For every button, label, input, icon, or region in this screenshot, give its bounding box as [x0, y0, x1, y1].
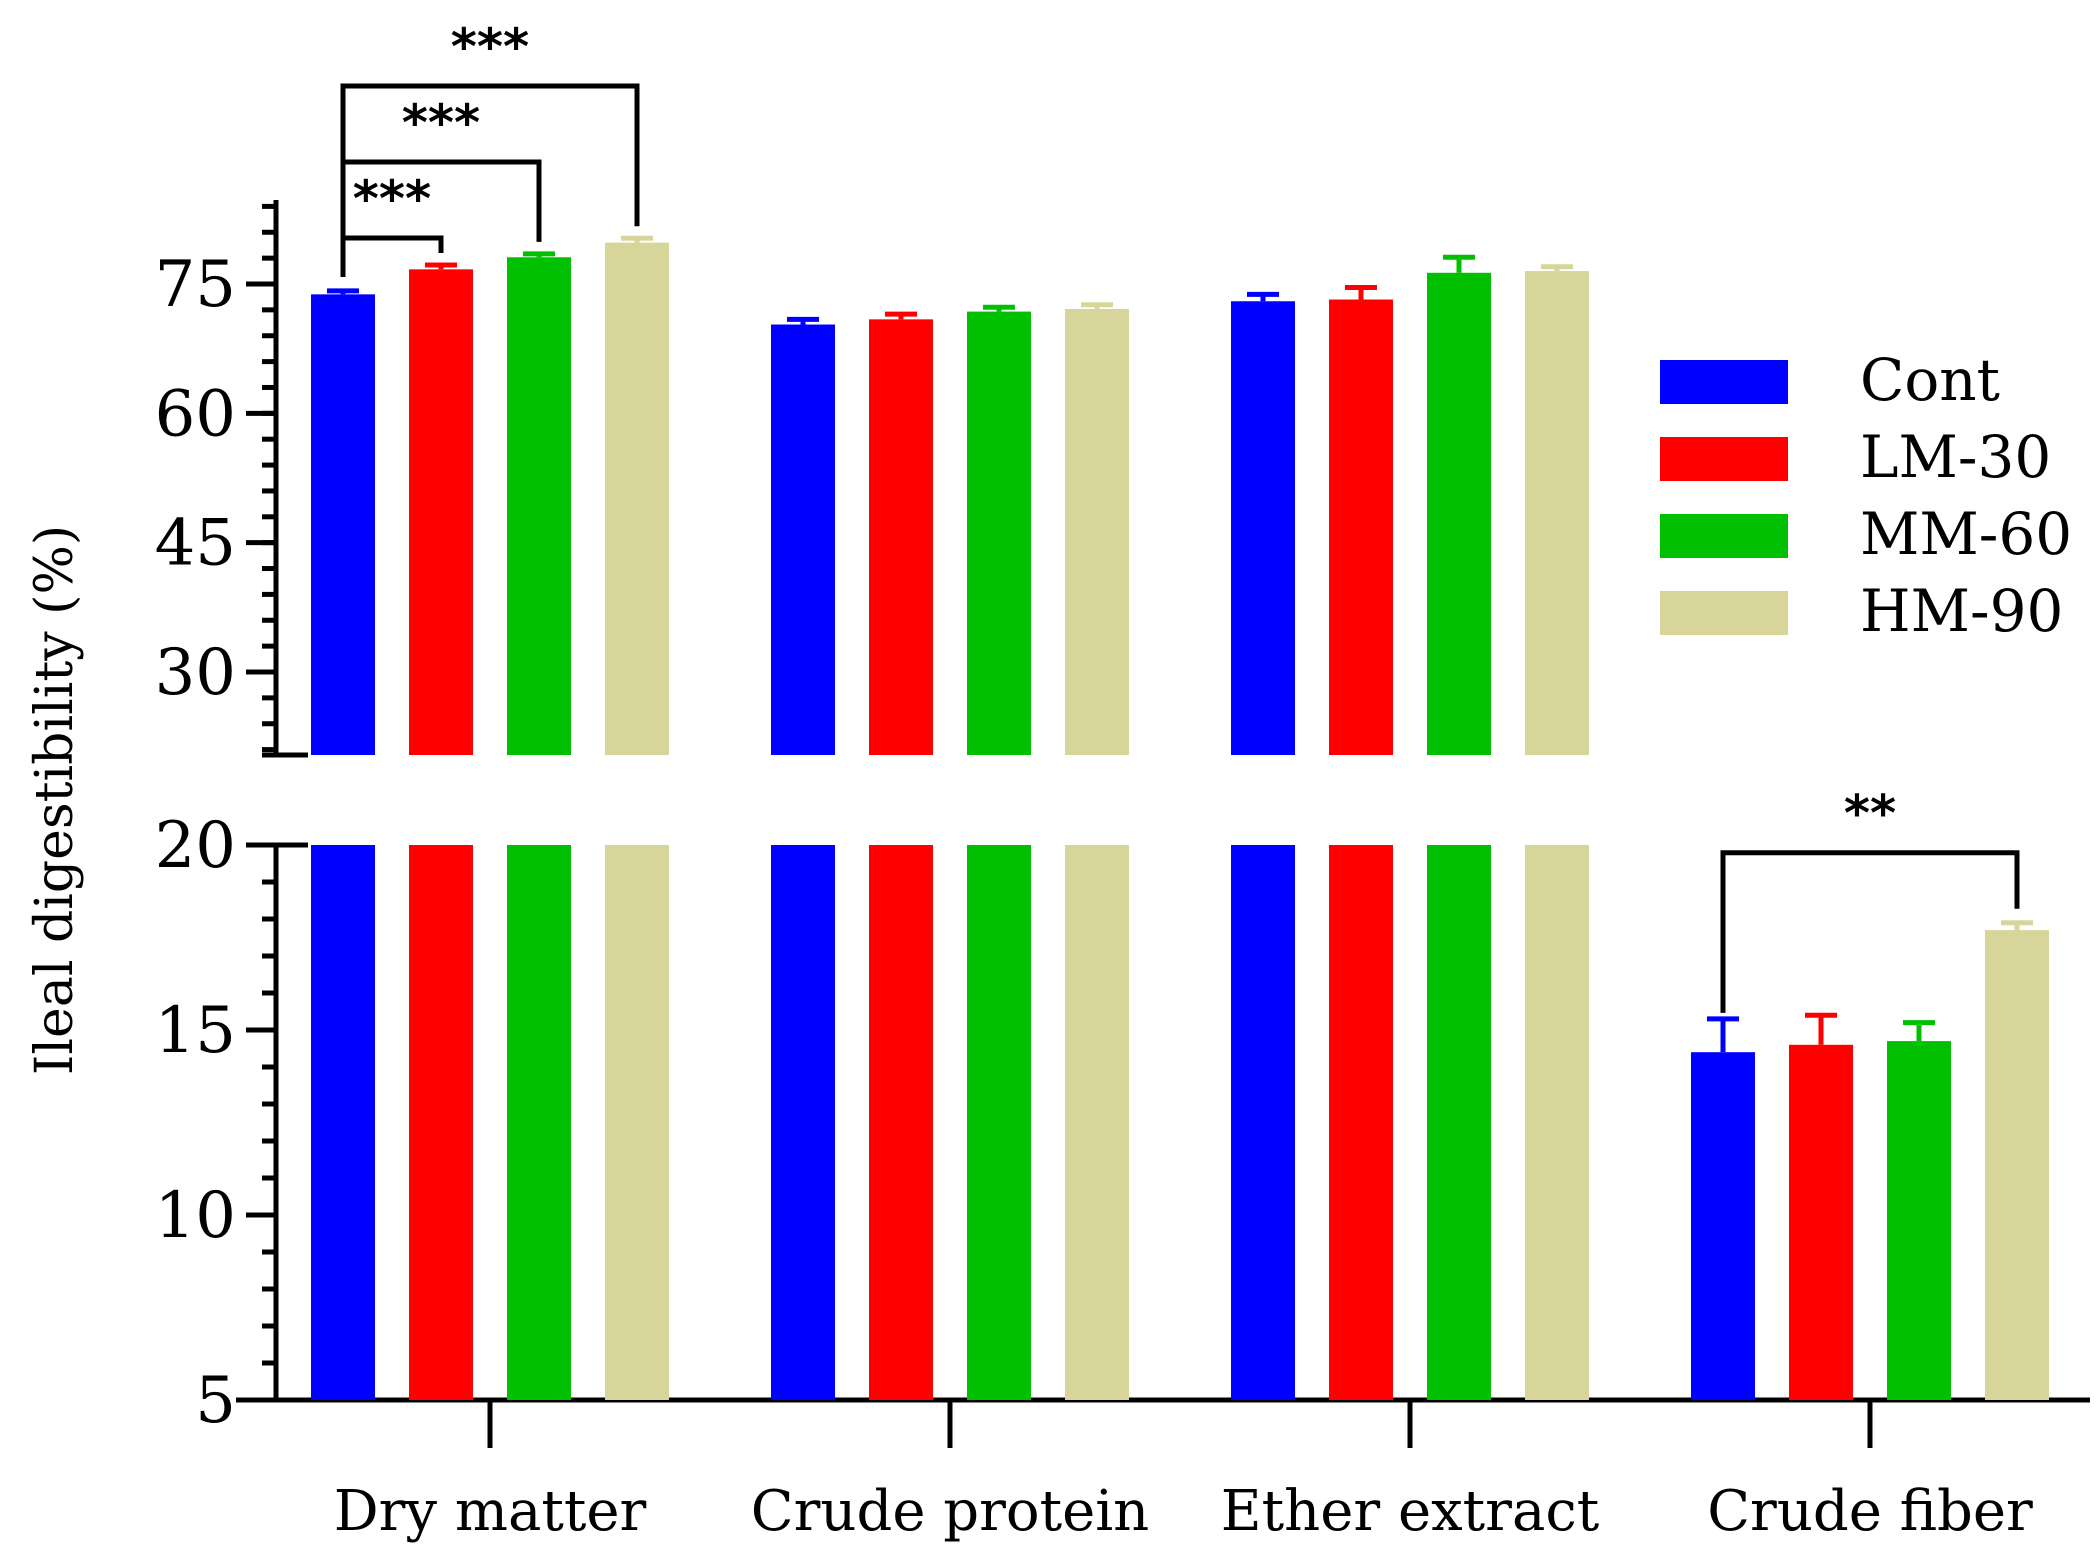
bar: [1789, 1044, 1853, 1400]
significance-label: **: [1844, 785, 1896, 843]
bar: [507, 257, 571, 755]
bar-lower-segment: [311, 845, 375, 1400]
y-tick-label: 15: [155, 994, 236, 1068]
bar: [1329, 299, 1393, 755]
y-axis-label: Ileal digestibility (%): [25, 525, 85, 1075]
bar: [1231, 301, 1295, 755]
legend-swatch: [1660, 437, 1788, 481]
y-tick-label: 5: [195, 1364, 236, 1438]
significance-label: ***: [402, 94, 480, 152]
bar-lower-segment: [1329, 845, 1393, 1400]
legend-swatch: [1660, 591, 1788, 635]
bar: [1887, 1041, 1951, 1400]
bar-lower-segment: [967, 845, 1031, 1400]
significance-bracket: [1720, 850, 2020, 1013]
bar-lower-segment: [869, 845, 933, 1400]
legend-swatch: [1660, 514, 1788, 558]
bar: [1985, 930, 2049, 1400]
bar-lower-segment: [409, 845, 473, 1400]
legend-label: HM-90: [1860, 577, 2063, 645]
bar-lower-segment: [1525, 845, 1589, 1400]
significance-label: ***: [353, 170, 431, 228]
x-tick-label: Ether extract: [1221, 1479, 1600, 1544]
x-tick-label: Dry matter: [334, 1479, 647, 1544]
x-tick-labels: Dry matter Crude protein Ether extract Crud…: [334, 1479, 2033, 1544]
bars: [311, 242, 2049, 1400]
bar: [967, 311, 1031, 755]
bar-lower-segment: [1065, 845, 1129, 1400]
legend-label: LM-30: [1860, 423, 2051, 491]
error-bars: [327, 235, 2033, 1053]
y-tick-label: 75: [155, 248, 236, 322]
bar-lower-segment: [507, 845, 571, 1400]
bar: [409, 269, 473, 755]
y-tick-label: 20: [155, 809, 236, 883]
bar-lower-segment: [1427, 845, 1491, 1400]
axes: 30 45 60 75 5 10 15 20: [155, 200, 2090, 1448]
bar: [771, 324, 835, 755]
legend-swatch: [1660, 360, 1788, 404]
x-tick-label: Crude fiber: [1707, 1479, 2033, 1544]
bar: [869, 319, 933, 755]
significance-bracket: [340, 83, 640, 277]
bar-lower-segment: [1231, 845, 1295, 1400]
legend: Cont LM-30 MM-60 HM-90: [1660, 346, 2072, 645]
bar: [1065, 309, 1129, 755]
y-tick-label: 10: [155, 1179, 236, 1253]
bar-lower-segment: [605, 845, 669, 1400]
bar: [1525, 271, 1589, 755]
bar: [605, 242, 669, 755]
y-tick-label: 60: [155, 377, 236, 451]
significance-label: ***: [451, 18, 529, 76]
bar: [1427, 272, 1491, 755]
bar: [311, 294, 375, 755]
y-tick-label: 30: [155, 636, 236, 710]
significance-brackets: ***********: [340, 18, 2020, 1013]
y-tick-label: 45: [155, 507, 236, 581]
bar: [1691, 1052, 1755, 1400]
bar-lower-segment: [771, 845, 835, 1400]
x-tick-label: Crude protein: [751, 1479, 1149, 1544]
legend-label: MM-60: [1860, 500, 2072, 568]
legend-label: Cont: [1860, 346, 2000, 414]
